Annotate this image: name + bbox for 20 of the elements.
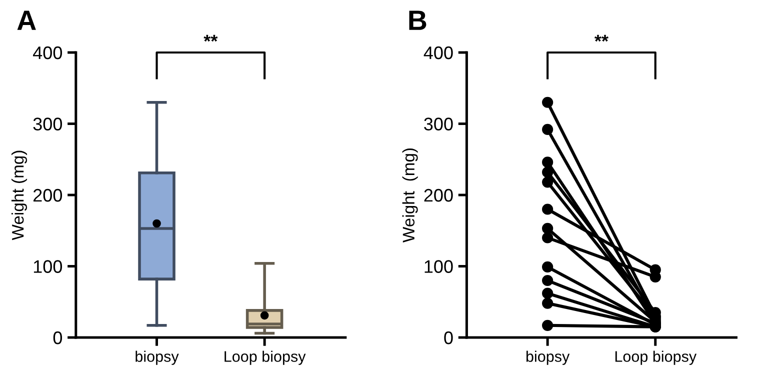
y-axis-title: Weight (mg) xyxy=(402,148,418,242)
text: ** xyxy=(204,34,218,42)
y-tick-label: 100 xyxy=(424,260,453,273)
x-tick-label: Loop biopsy xyxy=(224,350,306,365)
y-tick-label: 300 xyxy=(424,118,453,130)
x-tick-label: biopsy xyxy=(136,350,179,365)
y-tick-label: 400 xyxy=(33,46,62,60)
y-axis-title: Weight (mg) xyxy=(11,150,28,240)
y-tick-label: 100 xyxy=(34,260,62,273)
text: ** xyxy=(594,34,608,42)
text: B xyxy=(409,10,426,30)
x-tick-label: biopsy xyxy=(526,350,570,365)
x-tick-label: Loop biopsy xyxy=(615,350,697,365)
y-tick-label: 200 xyxy=(33,188,62,202)
y-tick-label: 200 xyxy=(424,188,453,202)
y-tick-label: 300 xyxy=(33,118,62,130)
y-tick-label: 0 xyxy=(444,331,453,344)
y-tick-label: 400 xyxy=(424,46,453,60)
text: A xyxy=(17,10,36,30)
y-tick-label: 0 xyxy=(53,331,62,344)
